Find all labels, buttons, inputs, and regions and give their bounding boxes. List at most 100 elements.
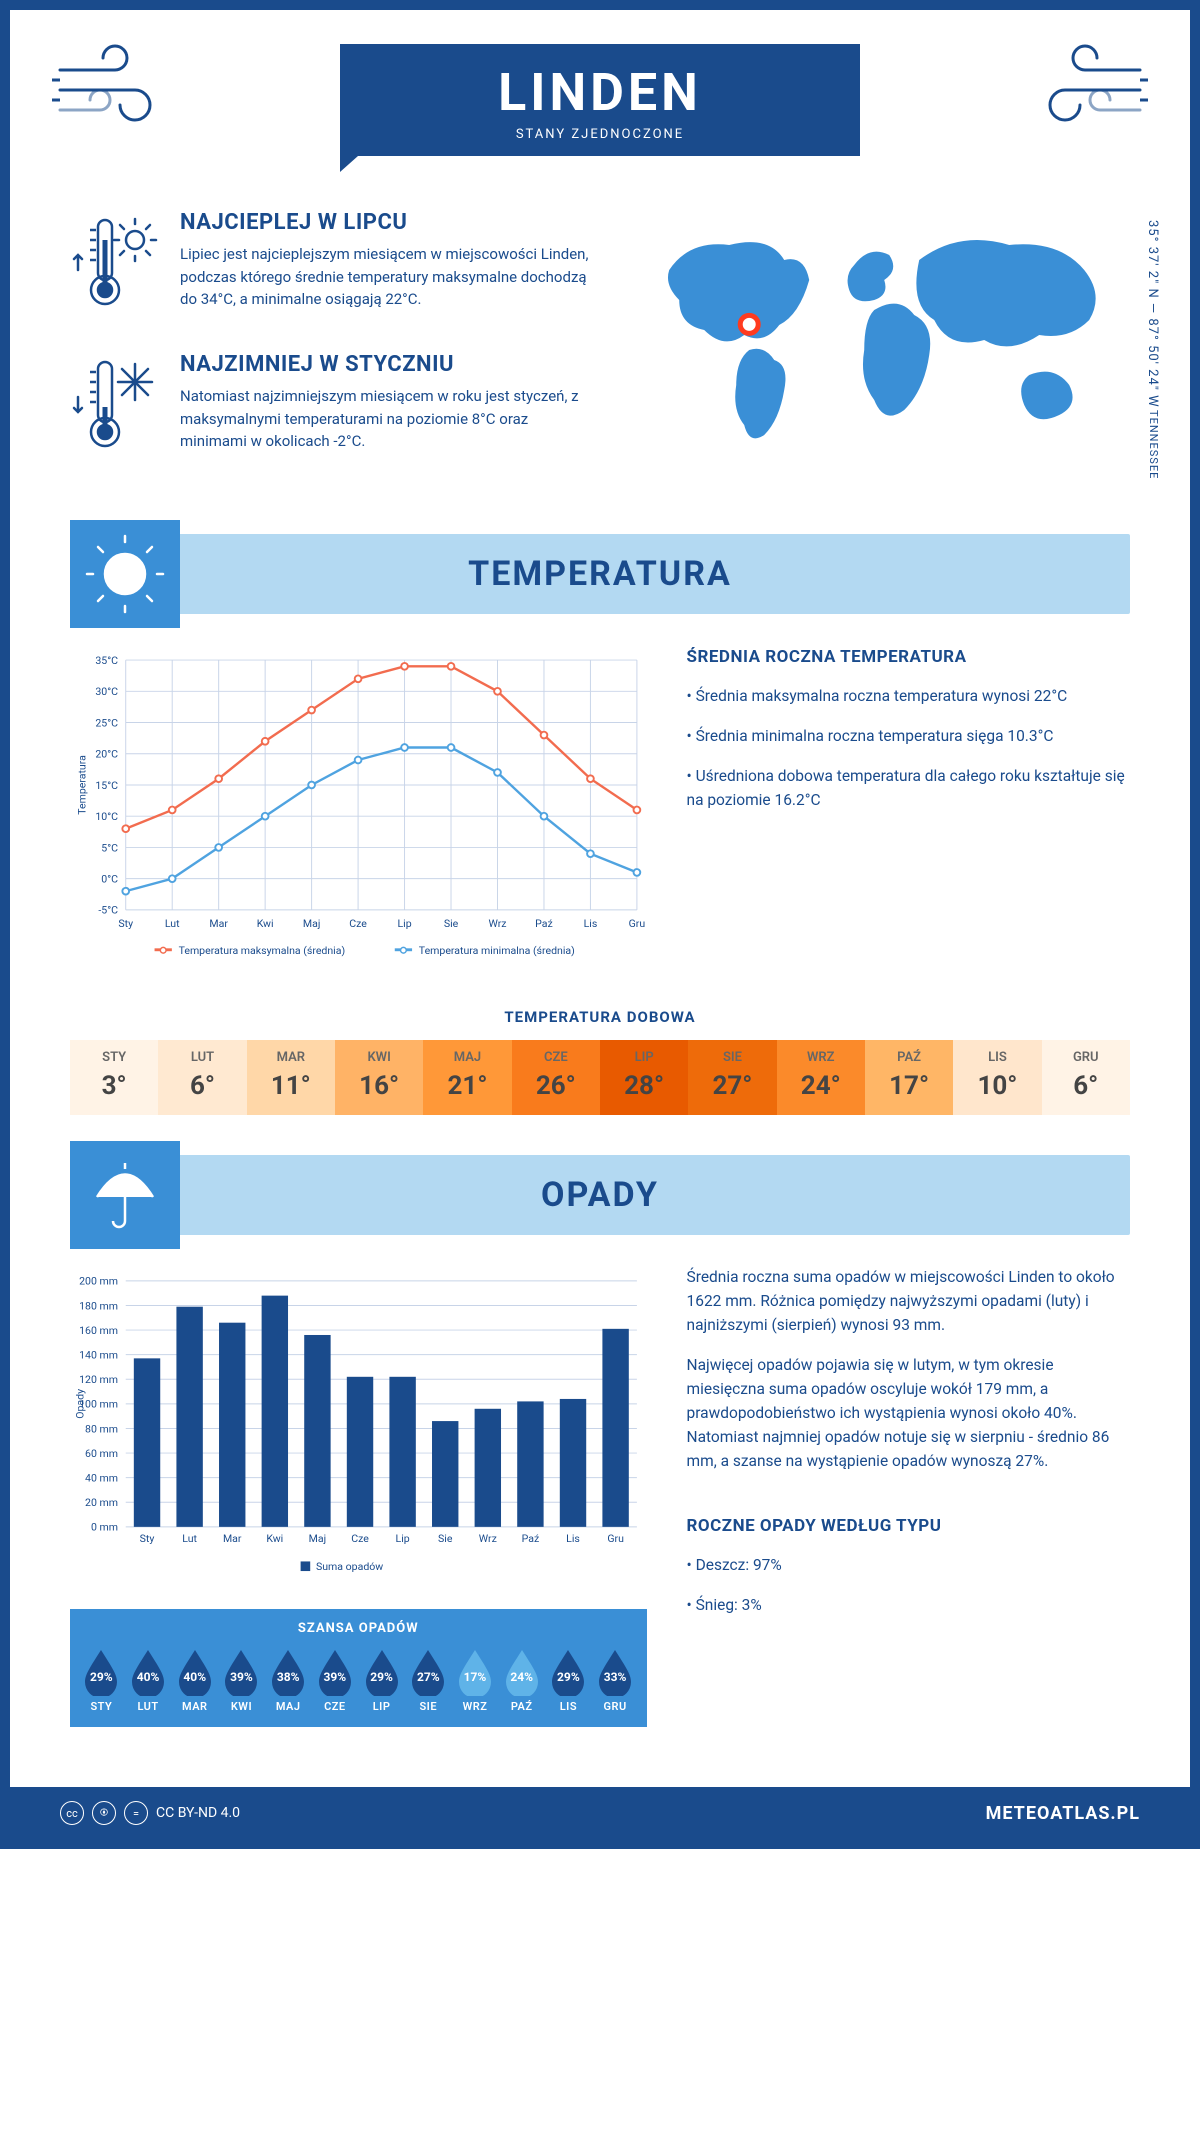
temp-cell: MAR11° — [247, 1040, 335, 1115]
svg-text:Suma opadów: Suma opadów — [316, 1560, 383, 1573]
precip-chart: 0 mm20 mm40 mm60 mm80 mm100 mm120 mm140 … — [70, 1265, 647, 1589]
license-text: CC BY-ND 4.0 — [156, 1805, 240, 1821]
thermometer-sun-icon — [70, 210, 160, 324]
fact-warmest-text: Lipiec jest najcieplejszym miesiącem w m… — [180, 243, 598, 311]
bytype-line: • Śnieg: 3% — [687, 1593, 1130, 1617]
svg-text:Cze: Cze — [349, 917, 367, 930]
thermometer-snow-icon — [70, 352, 160, 466]
svg-text:Mar: Mar — [223, 1532, 242, 1545]
bytype-title: ROCZNE OPADY WEDŁUG TYPU — [687, 1513, 1130, 1539]
chance-drop: 39% CZE — [312, 1646, 359, 1713]
fact-coldest: NAJZIMNIEJ W STYCZNIU Natomiast najzimni… — [70, 352, 598, 466]
svg-text:Lip: Lip — [396, 1532, 410, 1545]
stat-line: • Średnia maksymalna roczna temperatura … — [687, 684, 1130, 708]
stats-title: ŚREDNIA ROCZNA TEMPERATURA — [687, 644, 1130, 670]
svg-text:160 mm: 160 mm — [79, 1324, 118, 1337]
svg-text:180 mm: 180 mm — [79, 1299, 118, 1312]
chance-drop: 24% PAŹ — [498, 1646, 545, 1713]
svg-text:Temperatura: Temperatura — [75, 755, 88, 815]
wind-icon — [1010, 40, 1150, 134]
chance-drop: 33% GRU — [592, 1646, 639, 1713]
svg-text:Gru: Gru — [607, 1532, 624, 1545]
chance-drop: 40% MAR — [171, 1646, 218, 1713]
svg-text:140 mm: 140 mm — [79, 1349, 118, 1362]
temp-cell: MAJ21° — [423, 1040, 511, 1115]
svg-text:Opady: Opady — [73, 1389, 86, 1419]
fact-warmest-title: NAJCIEPLEJ W LIPCU — [180, 210, 598, 235]
sun-icon — [70, 520, 180, 628]
by-icon: 🅯 — [92, 1801, 116, 1825]
svg-text:Wrz: Wrz — [479, 1532, 497, 1545]
chance-drop: 29% LIS — [545, 1646, 592, 1713]
svg-text:120 mm: 120 mm — [79, 1373, 118, 1386]
precip-chance-panel: SZANSA OPADÓW 29% STY 40% LUT 40% MAR 3 — [70, 1609, 647, 1727]
page-frame: LINDEN STANY ZJEDNOCZONE — [0, 0, 1200, 1849]
chance-drop: 40% LUT — [125, 1646, 172, 1713]
coordinates: 35° 37' 2" N — 87° 50' 24" W — [1145, 220, 1160, 408]
svg-text:200 mm: 200 mm — [79, 1275, 118, 1288]
section-precip: OPADY — [70, 1155, 1130, 1235]
svg-text:25°C: 25°C — [95, 716, 118, 729]
chance-drop: 39% KWI — [218, 1646, 265, 1713]
precip-para2: Najwięcej opadów pojawia się w lutym, w … — [687, 1353, 1130, 1473]
fact-warmest: NAJCIEPLEJ W LIPCU Lipiec jest najcieple… — [70, 210, 598, 324]
svg-text:0°C: 0°C — [101, 873, 118, 886]
stat-line: • Średnia minimalna roczna temperatura s… — [687, 724, 1130, 748]
temp-cell: PAŹ17° — [865, 1040, 953, 1115]
svg-text:Temperatura minimalna (średnia: Temperatura minimalna (średnia) — [419, 944, 575, 957]
svg-text:Maj: Maj — [303, 917, 320, 930]
world-map — [628, 210, 1130, 470]
svg-text:Lut: Lut — [165, 917, 180, 930]
chance-title: SZANSA OPADÓW — [70, 1621, 647, 1636]
brand: METEOATLAS.PL — [986, 1803, 1140, 1824]
temp-cell: LUT6° — [158, 1040, 246, 1115]
svg-text:Kwi: Kwi — [257, 917, 274, 930]
daily-temp-title: TEMPERATURA DOBOWA — [70, 1008, 1130, 1026]
svg-text:Paź: Paź — [535, 917, 553, 930]
temperature-stats: ŚREDNIA ROCZNA TEMPERATURA • Średnia mak… — [687, 644, 1130, 978]
svg-text:Lis: Lis — [566, 1532, 580, 1545]
section-temperature: TEMPERATURA — [70, 534, 1130, 614]
chance-drop: 29% LIP — [358, 1646, 405, 1713]
svg-text:Sty: Sty — [140, 1532, 155, 1545]
svg-text:Sie: Sie — [438, 1532, 453, 1545]
svg-text:Lip: Lip — [397, 917, 411, 930]
temp-cell: KWI16° — [335, 1040, 423, 1115]
svg-text:15°C: 15°C — [95, 779, 118, 792]
location-title: LINDEN — [340, 62, 860, 123]
chance-drop: 29% STY — [78, 1646, 125, 1713]
section-title: TEMPERATURA — [468, 554, 732, 594]
svg-text:35°C: 35°C — [95, 654, 118, 667]
svg-text:Temperatura maksymalna (średni: Temperatura maksymalna (średnia) — [179, 944, 346, 957]
daily-temp-strip: STY3° LUT6° MAR11° KWI16° MAJ21° CZE26° … — [70, 1040, 1130, 1115]
fact-coldest-title: NAJZIMNIEJ W STYCZNIU — [180, 352, 598, 377]
wind-icon — [50, 40, 190, 134]
title-banner: LINDEN STANY ZJEDNOCZONE — [340, 44, 860, 156]
svg-text:Maj: Maj — [309, 1532, 326, 1545]
region-label: TENNESSEE — [1147, 410, 1160, 479]
fact-coldest-text: Natomiast najzimniejszym miesiącem w rok… — [180, 385, 598, 453]
svg-text:5°C: 5°C — [101, 841, 118, 854]
svg-text:10°C: 10°C — [95, 810, 118, 823]
svg-text:20°C: 20°C — [95, 748, 118, 761]
intro-row: NAJCIEPLEJ W LIPCU Lipiec jest najcieple… — [70, 210, 1130, 494]
temp-cell: GRU6° — [1042, 1040, 1130, 1115]
temp-cell: LIP28° — [600, 1040, 688, 1115]
svg-text:0 mm: 0 mm — [91, 1521, 118, 1534]
svg-text:Sie: Sie — [444, 917, 459, 930]
svg-text:Cze: Cze — [351, 1532, 369, 1545]
footer: cc 🅯 = CC BY-ND 4.0 METEOATLAS.PL — [10, 1787, 1190, 1839]
section-title: OPADY — [541, 1175, 659, 1215]
temp-cell: STY3° — [70, 1040, 158, 1115]
map-marker — [740, 315, 758, 333]
cc-icon: cc — [60, 1801, 84, 1825]
svg-text:Wrz: Wrz — [488, 917, 506, 930]
svg-text:60 mm: 60 mm — [85, 1447, 118, 1460]
svg-text:Mar: Mar — [209, 917, 228, 930]
svg-text:Gru: Gru — [629, 917, 646, 930]
umbrella-icon — [70, 1141, 180, 1249]
bytype-line: • Deszcz: 97% — [687, 1553, 1130, 1577]
chance-drop: 17% WRZ — [452, 1646, 499, 1713]
location-subtitle: STANY ZJEDNOCZONE — [340, 127, 860, 142]
svg-text:Sty: Sty — [118, 917, 133, 930]
